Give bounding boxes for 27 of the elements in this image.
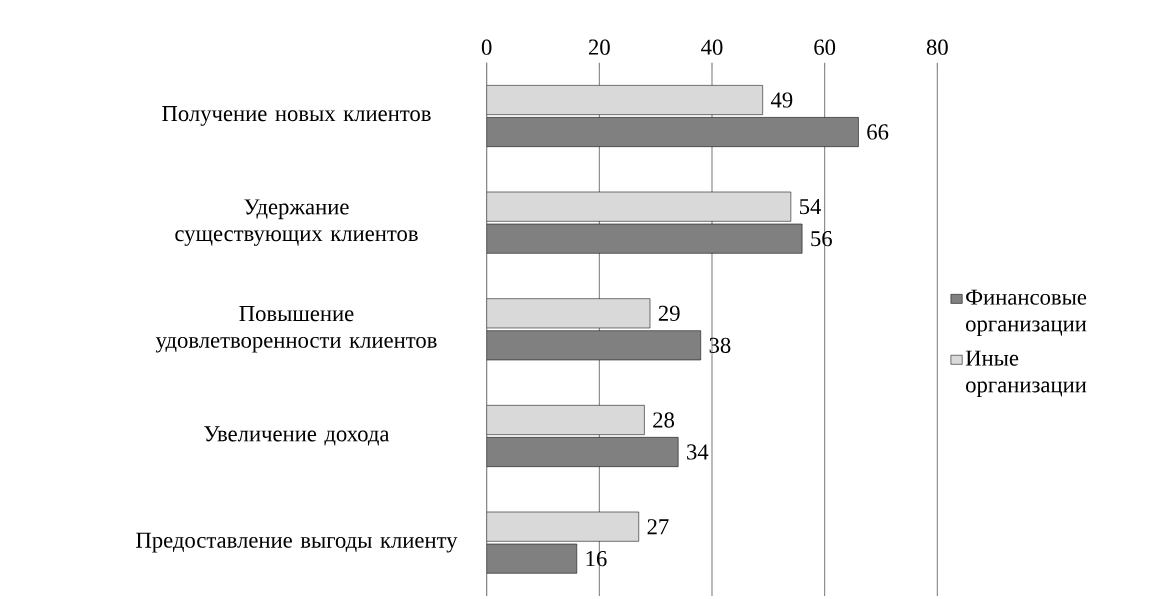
data-label: 49 <box>770 92 793 108</box>
y-tick-label: Предоставление выгоды клиенту <box>136 532 458 553</box>
data-label: 66 <box>867 124 889 140</box>
y-tick-label: Повышение удовлетворенности клиентов <box>155 306 437 353</box>
data-label: 16 <box>586 551 607 567</box>
legend-label: Финансовые организации <box>966 289 1087 337</box>
data-label: 56 <box>811 231 832 247</box>
data-label: 27 <box>647 519 669 535</box>
x-tick-label: 0 <box>481 39 492 56</box>
data-label: 34 <box>687 444 709 460</box>
y-tick-label: Увеличение дохода <box>204 426 390 446</box>
bar <box>486 298 651 329</box>
data-label: 38 <box>709 337 731 354</box>
x-tick-label: 60 <box>814 39 836 56</box>
bar <box>486 511 640 542</box>
bar <box>486 191 792 222</box>
data-label: 54 <box>800 199 821 215</box>
x-tick-label: 40 <box>701 39 723 56</box>
y-tick-label: Удержание существующих клиентов <box>175 199 418 247</box>
data-label: 29 <box>658 305 680 322</box>
x-tick-label: 80 <box>926 39 948 56</box>
y-tick-label: Получение новых клиентов <box>162 106 431 127</box>
x-tick-label: 20 <box>589 39 610 56</box>
legend-label: Иные организации <box>965 350 1087 398</box>
bar <box>486 405 645 436</box>
bar <box>486 85 763 116</box>
data-label: 28 <box>653 412 675 428</box>
